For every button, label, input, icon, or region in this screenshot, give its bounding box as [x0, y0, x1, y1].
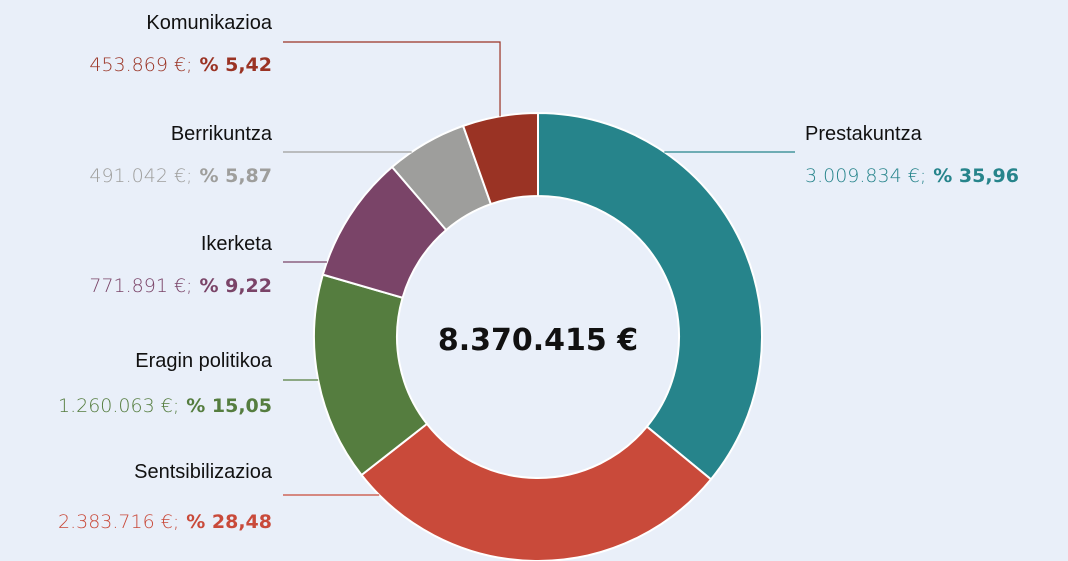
percent-text: % 35,96	[933, 165, 1019, 187]
value-text: 771.891 €;	[89, 275, 192, 297]
leader-line	[283, 41, 501, 117]
category-label: Eragin politikoa	[135, 350, 273, 372]
percent-text: % 5,87	[199, 165, 272, 187]
category-label: Sentsibilizazioa	[134, 461, 273, 483]
value-label: 771.891 €; % 9,22	[89, 275, 272, 297]
slice	[537, 111, 763, 481]
value-text: 491.042 €;	[89, 165, 192, 187]
category-label: Ikerketa	[201, 233, 273, 255]
value-text: 1.260.063 €;	[58, 395, 179, 417]
percent-text: % 5,42	[199, 54, 272, 76]
percent-text: % 9,22	[199, 275, 272, 297]
value-text: 3.009.834 €;	[805, 165, 926, 187]
category-label: Prestakuntza	[805, 123, 923, 145]
value-label: 1.260.063 €; % 15,05	[58, 395, 272, 417]
category-label: Komunikazioa	[146, 12, 273, 34]
value-label: 3.009.834 €; % 35,96	[805, 165, 1019, 187]
percent-text: % 15,05	[186, 395, 272, 417]
slice	[360, 422, 713, 561]
value-text: 2.383.716 €;	[58, 511, 179, 533]
category-label: Berrikuntza	[171, 123, 273, 145]
total-label: 8.370.415 €	[438, 323, 638, 358]
value-label: 491.042 €; % 5,87	[89, 165, 272, 187]
value-label: 453.869 €; % 5,42	[89, 54, 272, 76]
slice	[461, 111, 539, 206]
percent-text: % 28,48	[186, 511, 272, 533]
value-label: 2.383.716 €; % 28,48	[58, 511, 272, 533]
value-text: 453.869 €;	[89, 54, 192, 76]
